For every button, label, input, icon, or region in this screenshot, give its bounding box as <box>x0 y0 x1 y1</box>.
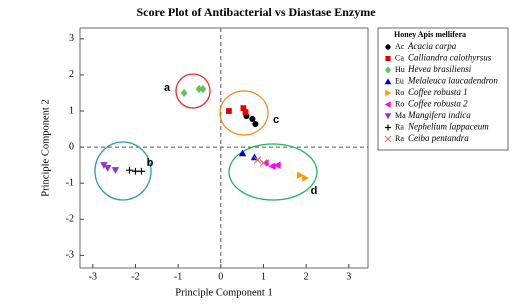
point <box>242 109 249 115</box>
point <box>138 167 145 175</box>
annotation: c <box>273 114 279 126</box>
point <box>252 120 259 128</box>
y-tick-label: 3 <box>69 33 74 44</box>
legend-code: Ro <box>395 88 404 97</box>
point <box>249 115 256 123</box>
y-axis-title: Principle Component 2 <box>40 99 51 196</box>
point <box>180 88 188 98</box>
point <box>259 159 268 167</box>
legend-label: Hevea brasiliensi <box>407 64 472 74</box>
x-tick-label: 0 <box>218 271 223 282</box>
legend-label: Coffee robusta 1 <box>408 87 468 97</box>
point <box>273 161 281 169</box>
legend-code: Ca <box>395 53 404 62</box>
legend-code: Ro <box>395 99 404 108</box>
legend-code: Hu <box>395 65 405 74</box>
legend-marker <box>384 113 392 120</box>
x-tick-label: 2 <box>304 271 309 282</box>
cluster-ring <box>175 73 211 109</box>
legend-label: Calliandra calothyrsus <box>408 53 492 63</box>
legend-marker <box>384 78 392 85</box>
point <box>111 167 120 174</box>
x-tick-label: 1 <box>261 271 266 282</box>
legend-label: Melaleuca laucadendron <box>407 76 498 86</box>
legend-code: Eu <box>395 76 404 85</box>
legend-label: Mangifera indica <box>407 110 471 120</box>
x-tick-label: -3 <box>89 271 97 282</box>
x-axis-title: Principle Component 1 <box>175 287 272 298</box>
x-tick-label: -1 <box>174 271 182 282</box>
legend-code: Ma <box>395 111 406 120</box>
point <box>302 174 310 182</box>
legend-code: Ac <box>395 42 405 51</box>
y-tick-label: -1 <box>66 177 74 188</box>
chart-title: Score Plot of Antibacterial vs Diastase … <box>136 5 376 19</box>
x-tick-label: 3 <box>346 271 351 282</box>
y-tick-label: 0 <box>69 141 74 152</box>
x-tick-label: -2 <box>131 271 139 282</box>
point <box>132 167 139 175</box>
cluster-ring <box>94 141 152 201</box>
legend-title: Honey Apis mellifera <box>394 30 466 39</box>
legend-code: Ra <box>395 134 404 143</box>
point <box>103 164 112 172</box>
y-tick-label: -3 <box>66 250 74 261</box>
y-tick-label: 2 <box>69 69 74 80</box>
legend-label: Ceiba pentandra <box>408 133 469 143</box>
legend-code: Ra <box>395 122 404 131</box>
legend-frame <box>377 27 509 151</box>
legend-label: Acacia carpa <box>407 41 457 51</box>
point <box>195 84 203 94</box>
annotation: b <box>147 157 154 169</box>
point <box>297 171 304 179</box>
point <box>126 166 133 174</box>
legend-label: Coffee robusta 2 <box>408 99 468 109</box>
y-tick-label: -2 <box>66 214 74 225</box>
cluster-ring <box>219 90 269 136</box>
point <box>268 162 276 170</box>
annotation: a <box>164 82 171 94</box>
point <box>100 162 108 169</box>
point <box>226 108 232 114</box>
point <box>261 159 269 167</box>
plot-frame <box>79 27 369 269</box>
cluster-ring <box>228 143 318 201</box>
legend-marker <box>385 66 391 74</box>
legend-marker <box>385 44 391 50</box>
point <box>253 156 262 164</box>
annotation: d <box>311 185 318 197</box>
legend-marker <box>385 89 392 97</box>
legend-label: Nephelium lappaceum <box>407 122 489 132</box>
legend-marker <box>385 55 391 62</box>
legend-marker <box>385 124 391 131</box>
point <box>199 84 207 94</box>
point <box>238 149 247 157</box>
legend-marker <box>384 135 392 143</box>
y-tick-label: 1 <box>69 105 74 116</box>
legend-marker <box>384 101 391 108</box>
point <box>240 105 247 112</box>
